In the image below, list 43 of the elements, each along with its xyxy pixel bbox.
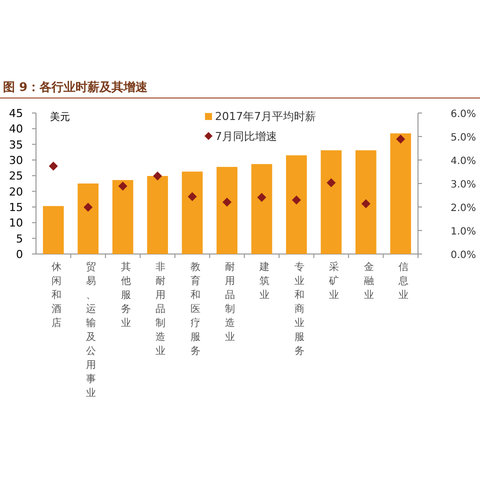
x-tick-label: 信息业 (398, 261, 409, 301)
legend-label: 7月同比增速 (215, 130, 277, 143)
y-tick-label: 45 (9, 107, 23, 120)
point (118, 182, 128, 191)
point (84, 202, 93, 212)
legend-label: 2017年7月平均时薪 (215, 110, 316, 123)
y-tick-label: 40 (9, 122, 23, 136)
point (326, 178, 336, 188)
point (222, 198, 232, 207)
y2-tick-label: 5.0% (450, 132, 476, 144)
point (396, 134, 406, 144)
x-tick-label: 其他服务业 (120, 261, 131, 329)
y-tick-label: 20 (9, 185, 23, 198)
y2-tick-label: 3.0% (450, 180, 476, 190)
ylabel: 美元 (50, 112, 70, 123)
point (257, 192, 266, 202)
point (361, 199, 370, 208)
x-tick-label: 金融业 (364, 261, 374, 301)
title: 图 9：各行业时薪及其增速 (3, 80, 148, 94)
y2-tick-label: 0.0% (450, 250, 476, 261)
point (153, 171, 162, 180)
y2-tick-label: 1.0% (450, 226, 476, 238)
y-tick-label: 0 (16, 248, 23, 261)
y-tick-label: 35 (9, 138, 23, 152)
x-tick-label: 非耐用品制造业 (156, 261, 166, 357)
x-tick-label: 采矿业 (328, 261, 340, 301)
x-tick-label: 专业和商业服务 (294, 261, 304, 357)
y-tick-label: 25 (9, 170, 23, 183)
x-tick-label: 建筑业 (258, 261, 270, 301)
y2-tick-label: 4.0% (450, 156, 476, 167)
x-tick-label: 教育和医疗服务 (190, 262, 200, 357)
y-tick-label: 10 (9, 216, 23, 230)
y-tick-label: 5 (16, 232, 23, 246)
y-tick-label: 15 (9, 201, 23, 214)
x-tick-label: 耐用品制造业 (225, 262, 235, 343)
point (188, 192, 197, 202)
y-tick-label: 30 (9, 154, 23, 167)
point (292, 195, 301, 204)
point (48, 162, 58, 171)
y2-tick-label: 2.0% (450, 203, 476, 214)
x-tick-label: 休闲和酒店 (51, 262, 62, 329)
category-label: 贸易、运输及公用事业 (86, 262, 96, 399)
y2-tick-label: 6.0% (450, 109, 476, 120)
